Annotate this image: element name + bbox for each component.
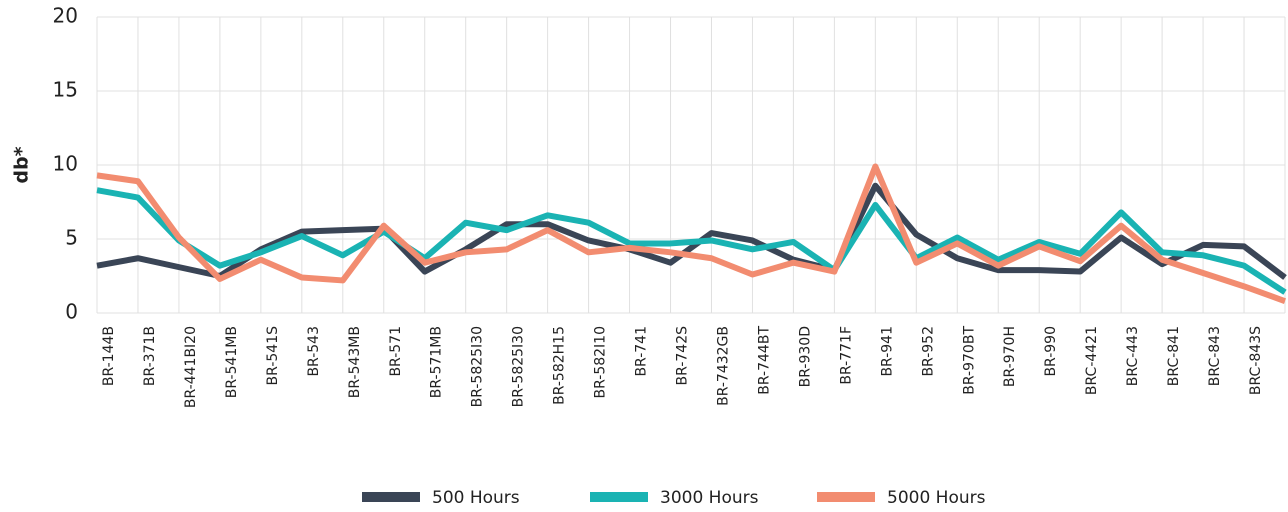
x-tick-label: BR-970H xyxy=(1002,326,1018,387)
x-tick-label: BRC-841 xyxy=(1166,326,1182,386)
y-tick-label: 5 xyxy=(65,226,78,250)
legend-label: 3000 Hours xyxy=(660,488,759,508)
x-tick-label: BR-582I10 xyxy=(593,326,609,398)
y-tick-label: 0 xyxy=(65,300,78,324)
legend-swatch xyxy=(590,492,648,502)
x-tick-label: BRC-843S xyxy=(1248,326,1264,395)
x-tick-label: BR-441BI20 xyxy=(183,326,199,408)
legend-swatch xyxy=(817,492,875,502)
x-tick-label: BR-941 xyxy=(879,326,895,377)
x-tick-label: BR-771F xyxy=(838,326,854,385)
x-tick-label: BR-144B xyxy=(101,326,117,386)
x-tick-label: BR-571 xyxy=(388,326,404,377)
legend-swatch xyxy=(362,492,420,502)
x-tick-label: BR-543MB xyxy=(347,326,363,398)
x-tick-label: BR-582H15 xyxy=(552,326,568,405)
x-tick-label: BR-541S xyxy=(265,326,281,386)
y-tick-label: 15 xyxy=(53,78,78,102)
legend-label: 5000 Hours xyxy=(887,488,986,508)
x-tick-label: BRC-443 xyxy=(1125,326,1141,386)
x-tick-label: BR-7432GB xyxy=(715,326,731,406)
y-tick-label: 20 xyxy=(53,4,78,28)
x-tick-label: BR-744BT xyxy=(756,326,772,395)
x-tick-label: BR-970BT xyxy=(961,326,977,395)
x-tick-label: BR-5825I30 xyxy=(511,326,527,407)
series-line xyxy=(96,163,1287,304)
series-line xyxy=(96,187,1287,295)
x-tick-label: BR-543 xyxy=(306,326,322,377)
x-tick-label: BR-571MB xyxy=(429,326,445,398)
x-tick-label: BRC-843 xyxy=(1207,326,1223,386)
x-tick-label: BR-930D xyxy=(797,326,813,387)
x-tick-label: BRC-4421 xyxy=(1084,326,1100,395)
legend-label: 500 Hours xyxy=(432,488,520,508)
y-axis-label: db* xyxy=(11,146,33,183)
x-tick-label: BR-742S xyxy=(675,326,691,386)
x-tick-label: BR-371B xyxy=(142,326,158,386)
x-tick-label: BR-990 xyxy=(1043,326,1059,377)
x-tick-label: BR-952 xyxy=(920,326,936,377)
x-tick-label: BR-5825I30 xyxy=(470,326,486,407)
series-line xyxy=(96,182,1287,280)
x-tick-label: BR-741 xyxy=(634,326,650,377)
y-tick-label: 10 xyxy=(53,152,78,176)
x-tick-label: BR-541MB xyxy=(224,326,240,398)
